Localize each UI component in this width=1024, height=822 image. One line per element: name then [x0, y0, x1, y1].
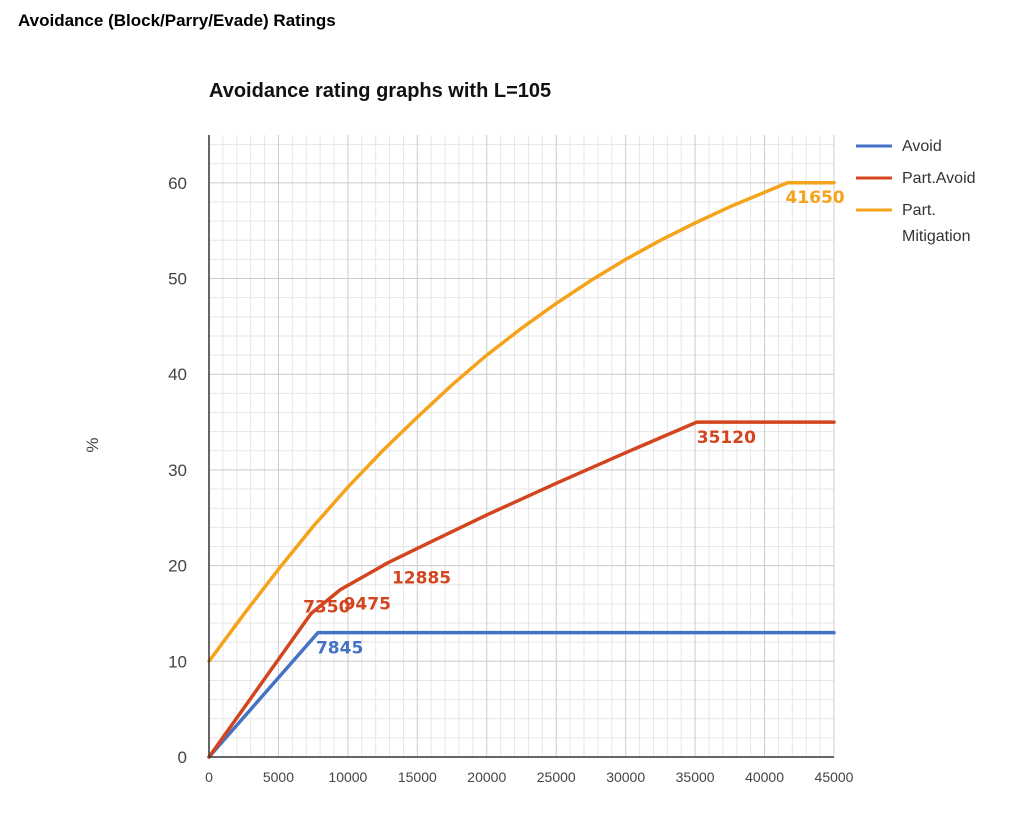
legend-label: Part.Avoid — [902, 170, 976, 187]
tick-labels: 0 5000 10000 15000 20000 25000 30000 35000 40000… — [168, 174, 854, 785]
grid — [209, 135, 835, 757]
y-axis-label: % — [83, 437, 102, 452]
x-tick-label: 25000 — [537, 769, 576, 785]
y-tick-label: 0 — [178, 748, 187, 767]
page-heading: Avoidance (Block/Parry/Evade) Ratings — [18, 11, 336, 30]
x-tick-label: 20000 — [467, 769, 506, 785]
legend-label: Part. Mitigation — [902, 202, 970, 245]
y-tick-label: 50 — [168, 270, 187, 289]
y-tick-label: 40 — [168, 365, 187, 384]
x-tick-label: 0 — [205, 769, 213, 785]
y-tick-label: 30 — [168, 461, 187, 480]
annotation-label: 7350 — [303, 597, 350, 617]
series-line-avoid — [207, 630, 836, 759]
x-tick-label: 5000 — [263, 769, 294, 785]
series-line-part-mitigation — [207, 181, 836, 664]
series-line-part-avoid — [207, 420, 836, 759]
annotation-label: 9475 — [344, 595, 391, 615]
legend: Avoid Part.Avoid Part. Mitigation — [856, 138, 976, 245]
axes — [208, 135, 834, 758]
y-tick-label: 10 — [168, 652, 187, 671]
x-tick-label: 35000 — [676, 769, 715, 785]
annotation-label: 12885 — [392, 569, 451, 589]
y-tick-label: 60 — [168, 174, 187, 193]
chart-title: Avoidance rating graphs with L=105 — [209, 80, 551, 102]
y-tick-label: 20 — [168, 557, 187, 576]
series-lines — [207, 181, 836, 759]
annotation-label: 35120 — [697, 428, 756, 448]
annotation-label: 7845 — [316, 639, 363, 659]
x-tick-label: 30000 — [606, 769, 645, 785]
x-tick-label: 15000 — [398, 769, 437, 785]
x-tick-label: 10000 — [328, 769, 367, 785]
annotation-label: 41650 — [785, 188, 844, 208]
x-tick-label: 45000 — [815, 769, 854, 785]
x-tick-label: 40000 — [745, 769, 784, 785]
legend-label: Avoid — [902, 138, 942, 155]
